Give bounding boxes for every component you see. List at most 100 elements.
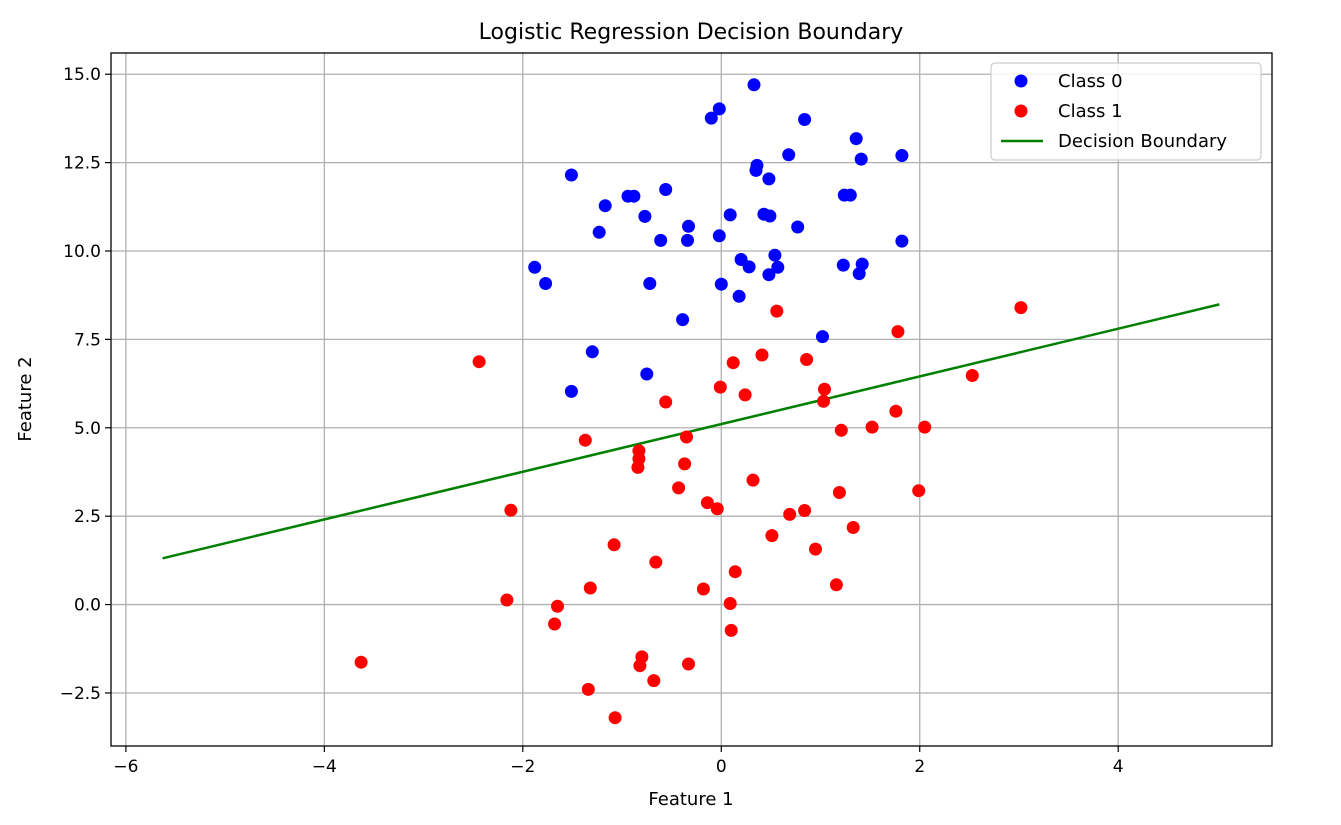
y-tick-label: 12.5 xyxy=(63,154,101,174)
class-1-point xyxy=(834,423,848,437)
class-0-point xyxy=(768,248,782,262)
class-1-point xyxy=(581,682,595,696)
class-0-point xyxy=(762,172,776,186)
class-1-point xyxy=(726,356,740,370)
class-1-point xyxy=(809,542,822,556)
class-0-point xyxy=(816,330,829,344)
class-0-point xyxy=(843,188,857,202)
class-1-point xyxy=(832,486,846,499)
x-tick-label: 2 xyxy=(914,757,925,777)
class-0-point xyxy=(849,132,863,146)
class-1-point xyxy=(633,659,647,673)
class-1-point xyxy=(713,380,727,394)
decision-boundary-line xyxy=(162,303,1220,560)
class-1-point xyxy=(682,657,695,671)
y-tick-label: 15.0 xyxy=(63,65,101,85)
class-0-point xyxy=(836,258,850,272)
class-1-point xyxy=(798,504,812,517)
y-tick-label: 7.5 xyxy=(74,330,101,350)
legend: Class 0 Class 1 Decision Boundary xyxy=(990,62,1262,161)
class-0-point xyxy=(712,229,726,243)
class-1-point xyxy=(891,325,905,339)
class-0-point xyxy=(712,102,726,116)
class-0-point xyxy=(598,199,612,213)
plot-frame xyxy=(110,52,1273,747)
class-1-point xyxy=(765,529,779,543)
class-1-point xyxy=(755,348,769,362)
class-1-point xyxy=(472,355,486,369)
y-tick-label: 0.0 xyxy=(74,596,101,616)
class-1-point xyxy=(647,674,661,688)
y-axis-ticks: −2.5 0.0 2.5 5.0 7.5 10.0 12.5 15.0 xyxy=(60,65,111,704)
class-1-point xyxy=(783,507,797,521)
x-tick-label: −6 xyxy=(113,757,138,777)
class-0-point xyxy=(782,148,796,162)
class-0-point xyxy=(763,209,777,223)
class-1-point xyxy=(965,369,979,382)
class-1-point xyxy=(551,599,564,613)
class-1-point xyxy=(817,394,830,408)
x-tick-label: −2 xyxy=(510,757,535,777)
class-0-point xyxy=(723,208,737,222)
class-1-point xyxy=(865,420,879,434)
class-0-point xyxy=(592,225,606,239)
chart-title: Logistic Regression Decision Boundary xyxy=(479,20,904,45)
class-1-point xyxy=(649,555,663,569)
x-tick-label: 4 xyxy=(1113,757,1124,777)
class-1-point xyxy=(723,597,737,610)
class-1-point xyxy=(918,420,932,434)
x-tick-label: 0 xyxy=(716,757,727,777)
legend-label: Class 1 xyxy=(1058,101,1123,122)
legend-box xyxy=(990,62,1262,161)
legend-marker-swatch xyxy=(1014,74,1028,88)
class-1-point xyxy=(746,473,760,487)
class-0-point xyxy=(564,384,578,398)
class-1-point xyxy=(672,481,686,495)
class-0-point xyxy=(539,277,553,290)
class-0-point xyxy=(742,260,756,274)
class-0-point xyxy=(585,345,599,359)
class-1-point xyxy=(354,655,368,669)
y-tick-label: 10.0 xyxy=(63,242,101,262)
class-0-point xyxy=(704,111,718,125)
class-0-point xyxy=(749,163,763,177)
class-1-point xyxy=(680,430,693,444)
class-0-point xyxy=(714,277,728,291)
y-tick-label: 2.5 xyxy=(74,507,101,527)
class-1-point xyxy=(583,581,597,595)
y-tick-label: −2.5 xyxy=(60,684,101,704)
class-1-point xyxy=(770,304,784,318)
class-1-point xyxy=(607,538,621,552)
class-0-point xyxy=(895,149,909,162)
class-0-point xyxy=(654,233,668,247)
class-0-point xyxy=(762,268,776,282)
class-1-point xyxy=(912,484,926,498)
class-0-point xyxy=(528,260,542,274)
legend-marker-swatch xyxy=(1014,104,1028,118)
y-axis-label: Feature 2 xyxy=(15,356,36,441)
class-0-point xyxy=(638,209,652,223)
class-0-point xyxy=(676,313,690,327)
class-0-point xyxy=(798,113,812,126)
class-1-point xyxy=(631,460,645,474)
class-1-point xyxy=(728,565,742,579)
class-0-point xyxy=(732,289,746,303)
legend-label: Class 0 xyxy=(1058,71,1123,92)
x-axis-label: Feature 1 xyxy=(648,789,733,810)
class-1-point xyxy=(504,503,518,517)
class-0-point xyxy=(681,233,694,247)
class-0-point xyxy=(854,152,868,166)
class-0-point xyxy=(747,78,761,92)
class-1-point xyxy=(700,496,714,510)
class-0-point xyxy=(564,168,578,182)
class-1-point xyxy=(829,578,843,592)
legend-label: Decision Boundary xyxy=(1058,131,1227,152)
class-0-point xyxy=(627,189,641,203)
class-0-point xyxy=(682,219,695,233)
x-axis-ticks: −6 −4 −2 0 2 4 xyxy=(113,746,1124,777)
class-1-point xyxy=(548,617,562,631)
class-0-point xyxy=(643,277,657,290)
class-1-point xyxy=(678,457,692,471)
class-1-point xyxy=(889,404,903,418)
class-1-point xyxy=(659,395,673,409)
